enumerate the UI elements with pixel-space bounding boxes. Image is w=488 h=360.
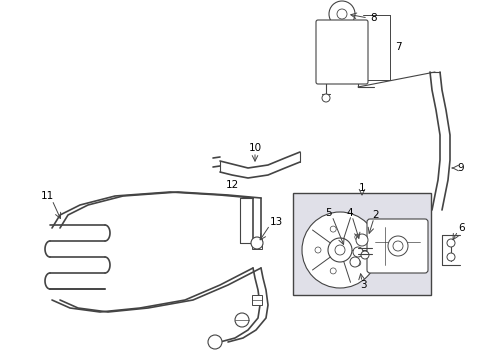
Circle shape: [360, 251, 368, 259]
Circle shape: [336, 9, 346, 19]
Text: 3: 3: [359, 280, 366, 290]
Circle shape: [329, 226, 336, 232]
Circle shape: [321, 94, 329, 102]
Text: 4: 4: [346, 208, 353, 218]
Text: 8: 8: [369, 13, 376, 23]
Circle shape: [334, 245, 345, 255]
Text: 11: 11: [41, 191, 54, 201]
Circle shape: [314, 247, 320, 253]
Circle shape: [207, 335, 222, 349]
Text: 9: 9: [456, 163, 463, 173]
Circle shape: [446, 253, 454, 261]
Text: 7: 7: [394, 42, 401, 52]
Circle shape: [329, 268, 336, 274]
Text: 13: 13: [269, 217, 283, 227]
Circle shape: [352, 247, 362, 257]
Text: 12: 12: [225, 180, 238, 190]
Bar: [251, 239, 262, 249]
Circle shape: [354, 260, 360, 266]
Text: 1: 1: [358, 183, 365, 193]
Circle shape: [446, 239, 454, 247]
Circle shape: [327, 238, 351, 262]
Circle shape: [235, 313, 248, 327]
Circle shape: [328, 1, 354, 27]
Text: 10: 10: [248, 143, 261, 153]
Circle shape: [392, 241, 402, 251]
FancyBboxPatch shape: [315, 20, 367, 84]
Bar: [292, 193, 430, 295]
Circle shape: [354, 234, 360, 240]
Text: 6: 6: [457, 223, 464, 233]
Circle shape: [355, 234, 367, 246]
Circle shape: [349, 257, 359, 267]
Circle shape: [387, 236, 407, 256]
FancyBboxPatch shape: [366, 219, 427, 273]
Text: 2: 2: [372, 210, 379, 220]
Circle shape: [302, 212, 377, 288]
Circle shape: [250, 237, 263, 249]
Bar: [251, 295, 262, 305]
Text: 5: 5: [324, 208, 331, 218]
